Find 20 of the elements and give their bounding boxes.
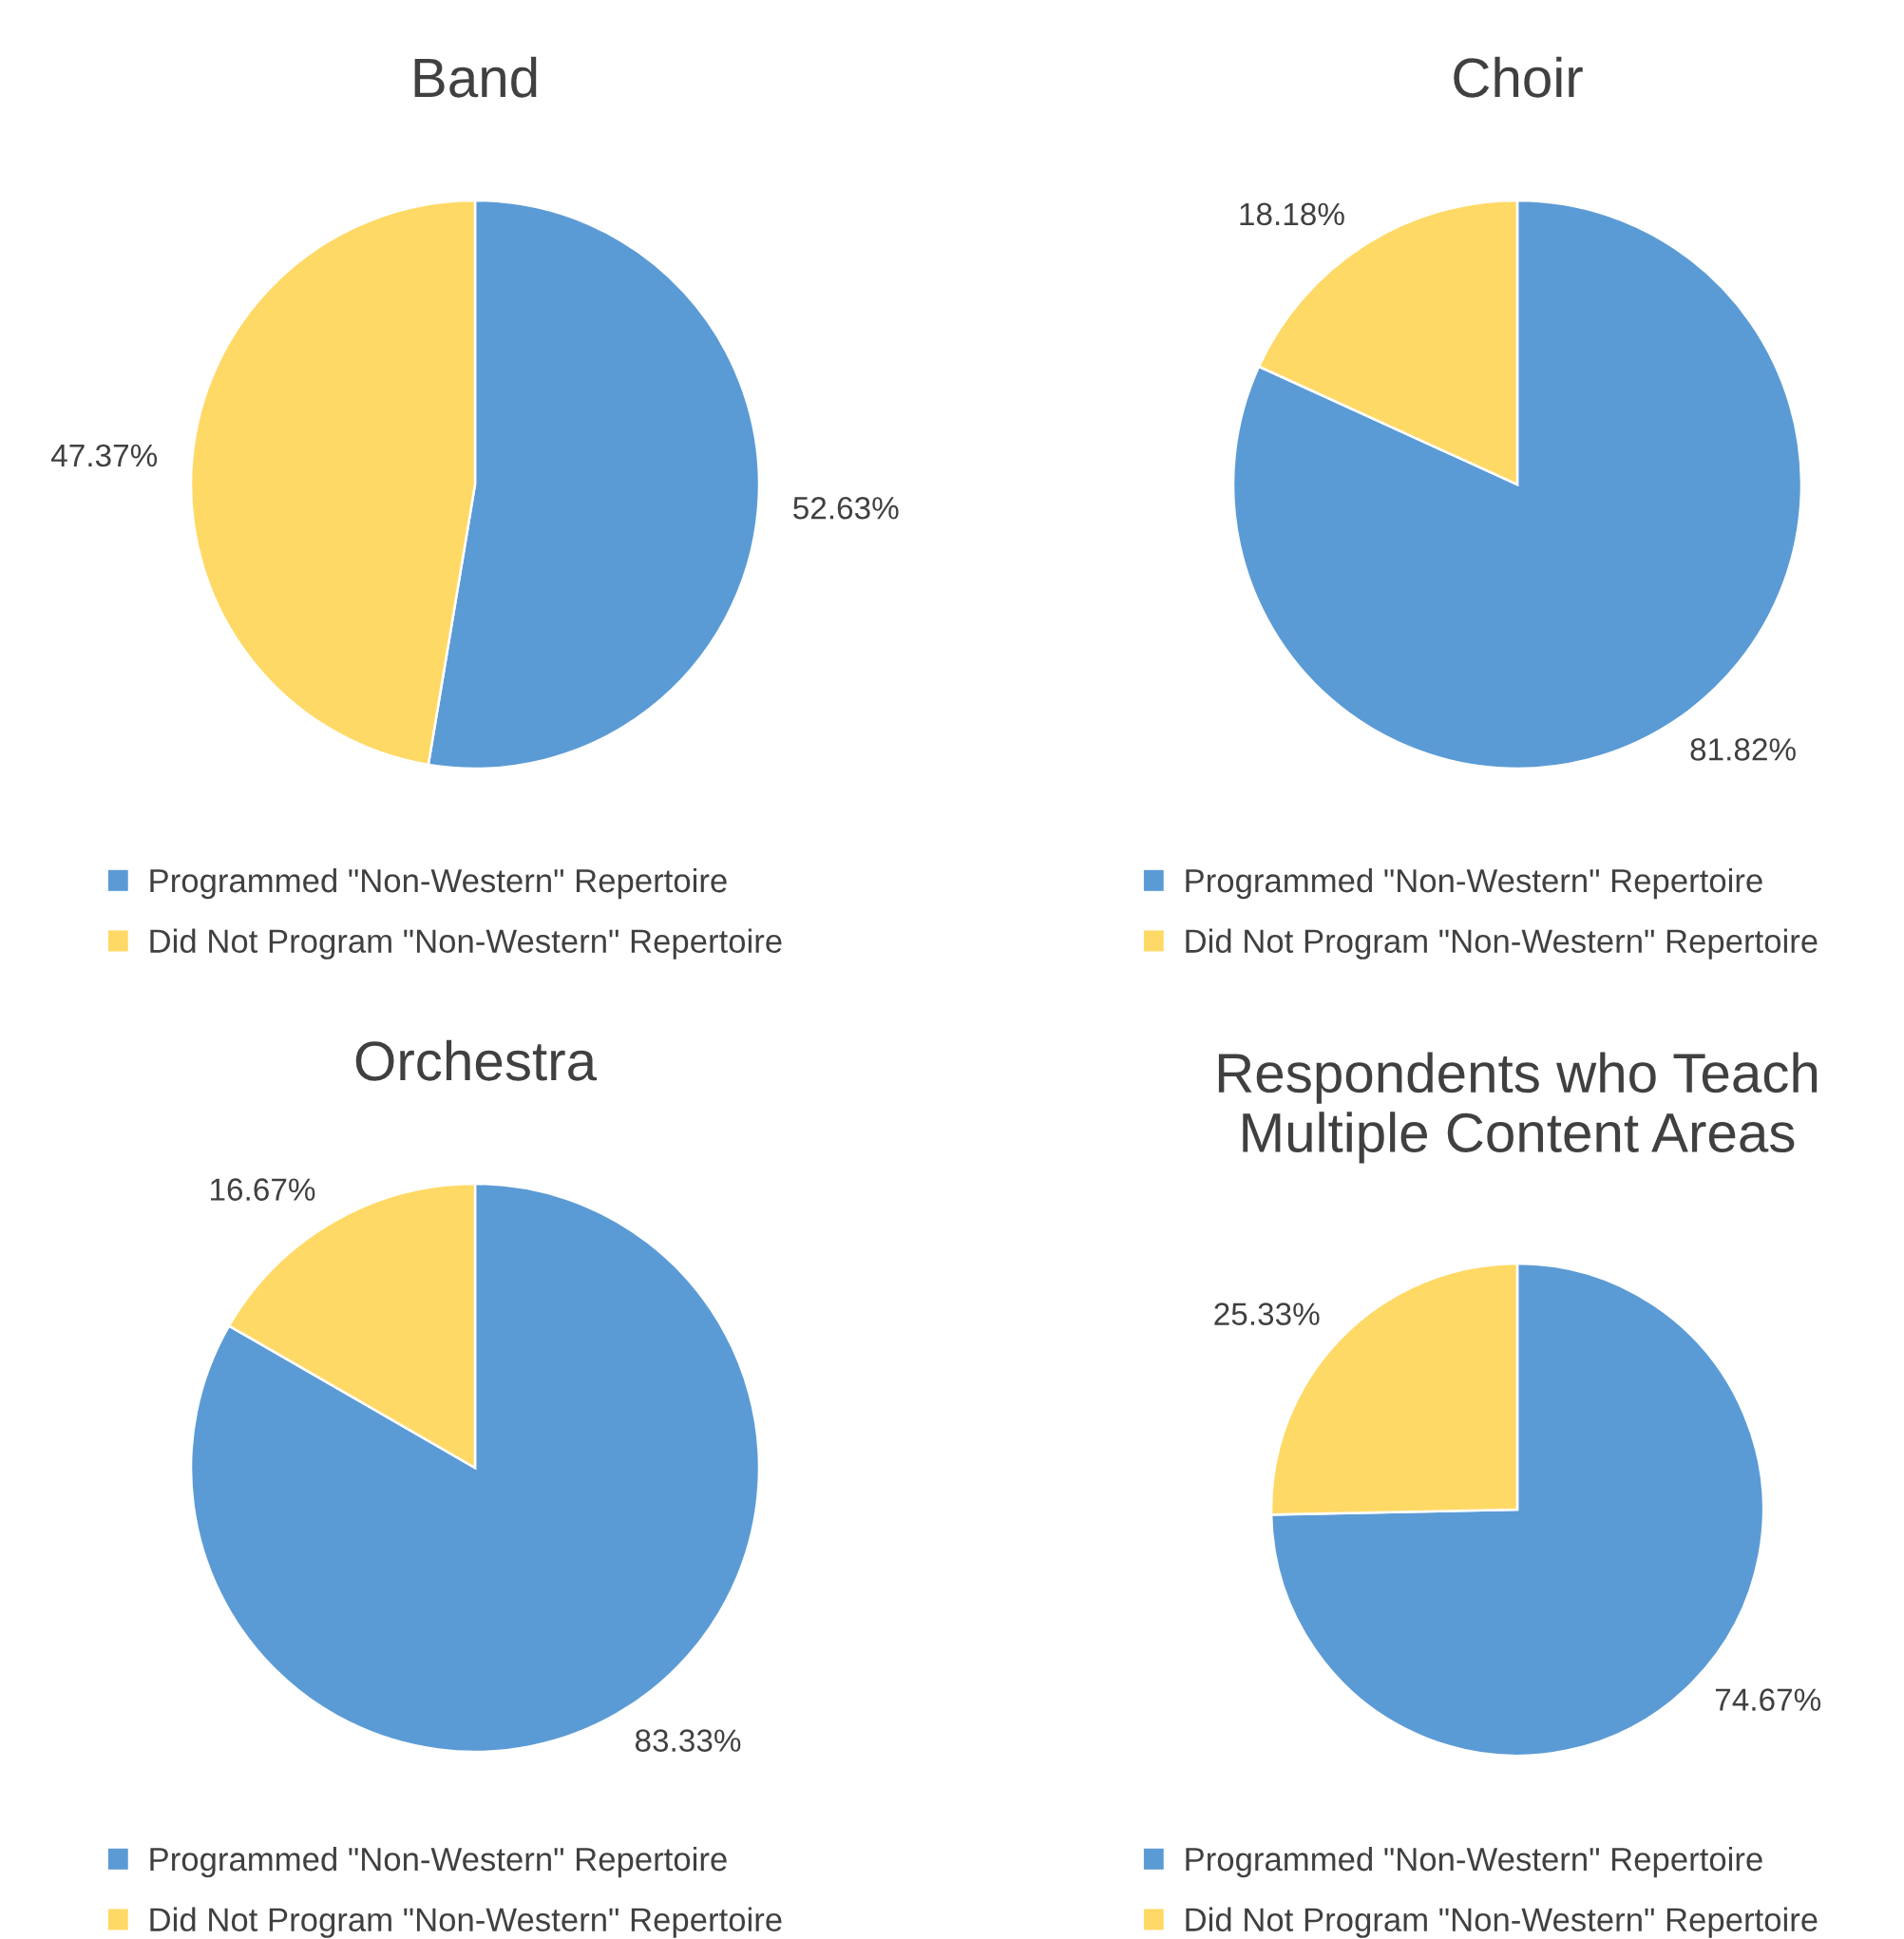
data-label: 47.37% bbox=[50, 444, 158, 467]
legend-label: Programmed "Non-Western" Repertoire bbox=[150, 1846, 727, 1878]
data-label: 25.33% bbox=[1214, 1302, 1320, 1325]
legend-label: Programmed "Non-Western" Repertoire bbox=[1186, 867, 1762, 900]
data-label: 52.63% bbox=[793, 496, 899, 520]
legend-label: Did Not Program "Non-Western" Repertoire bbox=[150, 1907, 782, 1938]
legend-label: Did Not Program "Non-Western" Repertoire bbox=[1186, 1907, 1818, 1938]
data-label: 81.82% bbox=[1690, 738, 1796, 761]
chart-title: Choir bbox=[1454, 56, 1583, 98]
legend-label: Programmed "Non-Western" Repertoire bbox=[1186, 1846, 1762, 1878]
legend-label: Programmed "Non-Western" Repertoire bbox=[150, 867, 727, 900]
legend-label: Did Not Program "Non-Western" Repertoire bbox=[150, 928, 782, 960]
chart-title: Respondents who Teach Multiple Content Areas bbox=[1218, 1052, 1818, 1164]
data-label: 83.33% bbox=[635, 1729, 741, 1752]
legend-label: Did Not Program "Non-Western" Repertoire bbox=[1186, 928, 1818, 960]
chart-title: Band bbox=[414, 56, 537, 98]
data-label: 16.67% bbox=[211, 1178, 315, 1201]
data-label: 74.67% bbox=[1715, 1688, 1821, 1711]
data-label: 18.18% bbox=[1240, 202, 1344, 226]
chart-title: Orchestra bbox=[355, 1039, 598, 1081]
